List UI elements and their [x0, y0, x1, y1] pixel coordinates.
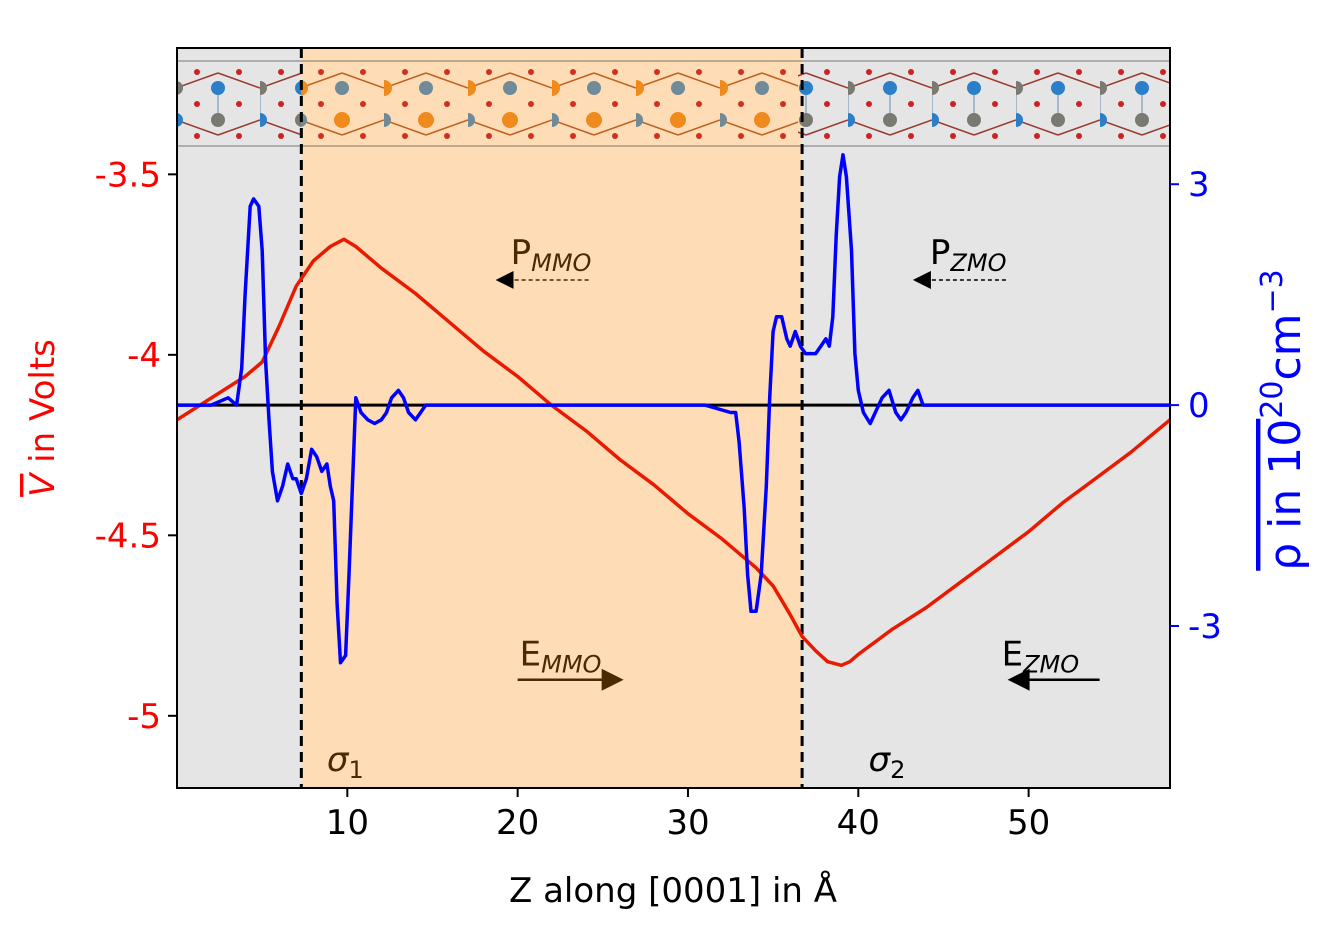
sigma-1-label: σ1	[327, 740, 364, 784]
left-tick-label: -3.5	[95, 155, 161, 195]
x-axis-label: Z along [0001] in Å	[509, 870, 837, 911]
region-zmo-3	[802, 48, 1170, 788]
atomic-structure-strip	[177, 58, 1170, 150]
e-zmo-arrowhead	[1007, 668, 1030, 691]
x-tick-label: 20	[496, 803, 539, 843]
structure-mmo	[301, 58, 798, 150]
left-tick-label: -4	[127, 336, 161, 376]
x-tick-label: 10	[326, 803, 369, 843]
annotations: PMMO PZMO EMMO EZMO σ1 σ2	[327, 233, 1100, 784]
right-tick-label: -3	[1188, 607, 1222, 647]
left-tick-label: -4.5	[95, 516, 161, 556]
e-mmo-label: EMMO	[520, 635, 602, 679]
right-tick-label: 0	[1188, 386, 1210, 426]
x-tick-label: 50	[1007, 803, 1050, 843]
right-axis-label: ρ in 1020cm−3	[1255, 269, 1311, 571]
e-zmo-label: EZMO	[1002, 635, 1080, 679]
left-axis-label: V in Volts	[23, 339, 63, 497]
charge-density-line	[177, 153, 1170, 665]
p-zmo-label: PZMO	[930, 233, 1007, 277]
interface-lines	[299, 48, 804, 788]
x-tick-label: 40	[837, 803, 880, 843]
svg-text:V in Volts: V in Volts	[23, 339, 63, 497]
p-mmo-label: PMMO	[511, 233, 592, 277]
structure-zmo-left	[177, 58, 301, 150]
x-tick-label: 30	[666, 803, 709, 843]
potential-line	[177, 237, 1170, 668]
e-mmo-arrowhead	[601, 668, 624, 691]
region-zmo-1	[177, 48, 302, 788]
left-axis-ticks: -3.5 -4 -4.5 -5	[95, 155, 177, 737]
x-axis-ticks: 10 20 30 40 50	[326, 788, 1050, 843]
structure-zmo-right	[798, 58, 1170, 150]
right-tick-label: 3	[1188, 165, 1210, 205]
region-mmo-2	[301, 48, 803, 788]
left-tick-label: -5	[127, 697, 161, 737]
right-axis-ticks: 3 0 -3	[1170, 165, 1222, 647]
sigma-2-label: σ2	[869, 740, 906, 784]
plot-frame	[176, 47, 1171, 789]
svg-text:ρ in 1020cm−3: ρ in 1020cm−3	[1255, 269, 1311, 571]
region-backgrounds	[177, 48, 1170, 788]
